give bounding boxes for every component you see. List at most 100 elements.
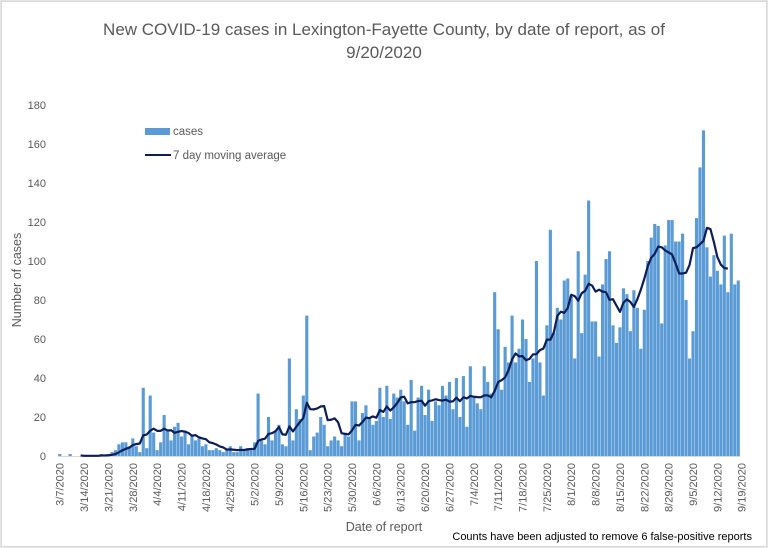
bar-cases bbox=[447, 381, 452, 456]
bar-cases bbox=[691, 331, 695, 456]
bar-cases bbox=[486, 381, 490, 456]
x-tick-label: 5/2/2020 bbox=[250, 463, 262, 506]
bar-cases bbox=[287, 358, 291, 456]
bar-cases bbox=[364, 405, 368, 456]
bar-cases bbox=[346, 436, 351, 456]
bar-cases bbox=[162, 415, 166, 456]
bar-cases bbox=[642, 309, 646, 456]
y-tick-label: 120 bbox=[28, 217, 46, 229]
bar-cases bbox=[514, 362, 518, 456]
bar-cases bbox=[388, 418, 392, 456]
bar-cases bbox=[573, 358, 577, 456]
x-tick-label: 6/13/2020 bbox=[396, 463, 408, 512]
bar-cases bbox=[427, 389, 431, 456]
bar-cases bbox=[301, 395, 305, 456]
x-tick-label: 7/4/2020 bbox=[469, 463, 481, 506]
bar-cases bbox=[402, 401, 406, 456]
bar-cases bbox=[395, 397, 399, 456]
bar-cases bbox=[173, 426, 177, 456]
bar-cases bbox=[353, 401, 358, 456]
bar-cases bbox=[684, 300, 688, 456]
bar-cases bbox=[701, 130, 706, 456]
bar-cases bbox=[461, 376, 465, 456]
bar-cases bbox=[534, 261, 539, 456]
bar-cases bbox=[670, 220, 674, 456]
bar-cases bbox=[548, 229, 552, 456]
y-tick-label: 100 bbox=[28, 256, 46, 268]
bar-cases bbox=[656, 225, 660, 456]
y-tick-labels: 0 20 40 60 80 100 120 140 160 180 bbox=[28, 100, 46, 463]
bar-cases bbox=[545, 325, 549, 456]
bar-cases bbox=[625, 294, 629, 456]
bar-cases bbox=[420, 385, 424, 456]
x-tick-label: 9/5/2020 bbox=[688, 463, 700, 506]
bar-cases bbox=[681, 233, 685, 456]
bar-cases bbox=[607, 251, 612, 456]
bar-cases bbox=[329, 440, 333, 456]
bar-cases bbox=[159, 442, 163, 456]
bars-layer bbox=[58, 130, 740, 456]
bar-cases bbox=[152, 432, 156, 456]
bar-cases bbox=[259, 440, 264, 456]
x-tick-label: 6/6/2020 bbox=[371, 463, 383, 506]
bar-cases bbox=[503, 346, 507, 456]
chart-title-line-1: New COVID-19 cases in Lexington-Fayette … bbox=[103, 20, 665, 39]
bar-cases bbox=[312, 436, 316, 456]
chart-title-line-2: 9/20/2020 bbox=[346, 43, 422, 62]
bar-cases bbox=[722, 235, 726, 456]
bar-cases bbox=[284, 446, 288, 456]
bar-cases bbox=[200, 446, 204, 456]
bar-cases bbox=[392, 393, 396, 456]
x-tick-label: 8/8/2020 bbox=[591, 463, 603, 506]
x-tick-label: 6/27/2020 bbox=[445, 463, 457, 512]
bar-cases bbox=[660, 323, 664, 456]
bar-cases bbox=[604, 259, 608, 456]
bar-cases bbox=[708, 276, 712, 456]
bar-cases bbox=[298, 418, 302, 456]
bar-cases bbox=[319, 417, 323, 456]
bar-cases bbox=[587, 200, 591, 456]
x-tick-label: 3/28/2020 bbox=[128, 463, 140, 512]
bar-cases bbox=[524, 339, 528, 456]
bar-cases bbox=[454, 378, 458, 456]
bar-cases bbox=[566, 278, 570, 456]
bar-cases bbox=[527, 381, 532, 456]
bar-cases bbox=[472, 397, 476, 456]
bar-cases bbox=[440, 385, 445, 456]
bar-cases bbox=[594, 321, 598, 456]
bar-cases bbox=[273, 430, 278, 456]
bar-cases bbox=[698, 167, 702, 456]
bar-cases bbox=[600, 284, 605, 456]
bar-cases bbox=[211, 450, 215, 456]
chart-annotation: Counts have been adjusted to remove 6 fa… bbox=[452, 531, 752, 543]
bar-cases bbox=[357, 440, 361, 456]
bar-cases bbox=[326, 446, 330, 456]
bar-cases bbox=[218, 450, 222, 456]
bar-cases bbox=[569, 296, 573, 456]
bar-cases bbox=[305, 315, 309, 456]
x-tick-label: 4/4/2020 bbox=[152, 463, 164, 506]
x-tick-label: 3/7/2020 bbox=[55, 463, 67, 506]
bar-cases bbox=[333, 436, 337, 456]
bar-cases bbox=[378, 387, 382, 456]
bar-cases bbox=[413, 430, 417, 456]
bar-cases bbox=[190, 434, 194, 456]
x-tick-label: 8/22/2020 bbox=[639, 463, 651, 512]
bar-cases bbox=[726, 292, 730, 456]
bar-cases bbox=[280, 444, 284, 456]
y-tick-label: 180 bbox=[28, 100, 46, 112]
y-tick-label: 0 bbox=[40, 451, 46, 463]
bar-cases bbox=[451, 409, 455, 456]
bar-cases bbox=[705, 247, 709, 456]
bar-cases bbox=[437, 405, 441, 456]
bar-cases bbox=[423, 415, 427, 456]
bar-cases bbox=[322, 424, 326, 456]
bar-cases bbox=[270, 440, 274, 456]
bar-cases bbox=[500, 389, 504, 456]
bar-cases bbox=[590, 321, 594, 456]
bar-cases bbox=[475, 403, 479, 456]
y-tick-label: 20 bbox=[34, 412, 46, 424]
bar-cases bbox=[176, 422, 180, 456]
bar-cases bbox=[416, 397, 420, 456]
bar-cases bbox=[183, 430, 187, 456]
